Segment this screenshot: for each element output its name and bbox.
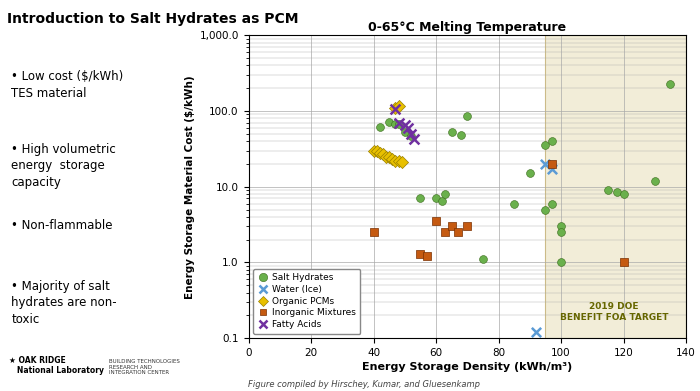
Point (374, 150, 385, 156)
Point (462, 223, 473, 230)
Text: BUILDING TECHNOLOGIES
RESEARCH AND
INTEGRATION CENTER: BUILDING TECHNOLOGIES RESEARCH AND INTEG… (109, 359, 180, 375)
Point (456, 132, 467, 138)
Point (399, 129, 410, 135)
Point (399, 122, 410, 128)
Text: Figure compiled by Hirschey, Kumar, and Gluesenkamp: Figure compiled by Hirschey, Kumar, and … (248, 380, 480, 389)
Point (546, 200, 557, 206)
Point (374, 124, 385, 130)
Text: • Low cost ($/kWh)
TES material: • Low cost ($/kWh) TES material (11, 70, 124, 100)
Text: • Majority of salt
hydrates are non-
toxic: • Majority of salt hydrates are non- tox… (11, 280, 117, 326)
Point (405, 133, 416, 140)
Point (390, 106, 401, 113)
Point (409, 136, 420, 143)
Point (384, 118, 395, 125)
Point (546, 138, 557, 144)
Title: 0-65°C Melting Temperature: 0-65°C Melting Temperature (368, 21, 566, 34)
Point (446, 129, 457, 135)
Point (618, 191, 629, 197)
Y-axis label: Energy Storage Material Cost ($/kWh): Energy Storage Material Cost ($/kWh) (186, 75, 195, 298)
Point (405, 131, 416, 137)
Text: ★ OAK RIDGE
   National Laboratory: ★ OAK RIDGE National Laboratory (9, 356, 104, 375)
Point (452, 229, 463, 235)
Point (440, 229, 451, 235)
Text: Introduction to Salt Hydrates as PCM: Introduction to Salt Hydrates as PCM (7, 12, 298, 26)
X-axis label: Energy Storage Density (kWh/m³): Energy Storage Density (kWh/m³) (362, 362, 573, 372)
Point (396, 159, 407, 165)
Point (386, 156, 398, 162)
Point (440, 191, 451, 197)
Point (437, 198, 448, 204)
Point (555, 259, 566, 265)
Legend: Salt Hydrates, Water (Ice), Organic PCMs, Inorganic Mixtures, Fatty Acids: Salt Hydrates, Water (Ice), Organic PCMs… (253, 269, 360, 334)
Text: 2019 DOE
BENEFIT FOA TARGET: 2019 DOE BENEFIT FOA TARGET (560, 302, 668, 322)
Point (384, 153, 395, 160)
Point (393, 158, 404, 164)
Point (368, 147, 379, 154)
Point (393, 120, 404, 126)
Point (665, 81, 676, 87)
Point (421, 253, 432, 260)
Point (430, 196, 442, 202)
Point (524, 170, 536, 176)
Point (508, 200, 519, 206)
Point (540, 161, 551, 167)
Point (555, 229, 566, 235)
Point (546, 161, 557, 167)
Point (415, 251, 426, 257)
Point (377, 151, 388, 157)
Point (477, 256, 489, 262)
Point (649, 178, 660, 184)
Point (555, 223, 566, 230)
Point (380, 153, 391, 160)
Point (446, 223, 457, 230)
Point (368, 229, 379, 235)
Bar (545, 35, 686, 338)
Text: • High volumetric
energy  storage
capacity: • High volumetric energy storage capacit… (11, 143, 116, 189)
Point (390, 105, 401, 111)
Text: • Non-flammable: • Non-flammable (11, 219, 113, 232)
Point (540, 142, 551, 149)
Point (546, 166, 557, 172)
Point (430, 218, 442, 224)
Point (393, 120, 404, 127)
Point (415, 196, 426, 202)
Point (612, 189, 623, 195)
Point (540, 206, 551, 213)
Point (462, 113, 473, 119)
Point (618, 259, 629, 265)
Point (390, 121, 401, 127)
Point (371, 147, 382, 154)
Point (402, 125, 414, 131)
Point (531, 329, 542, 335)
Point (602, 187, 613, 193)
Point (393, 103, 404, 109)
Point (390, 158, 401, 164)
